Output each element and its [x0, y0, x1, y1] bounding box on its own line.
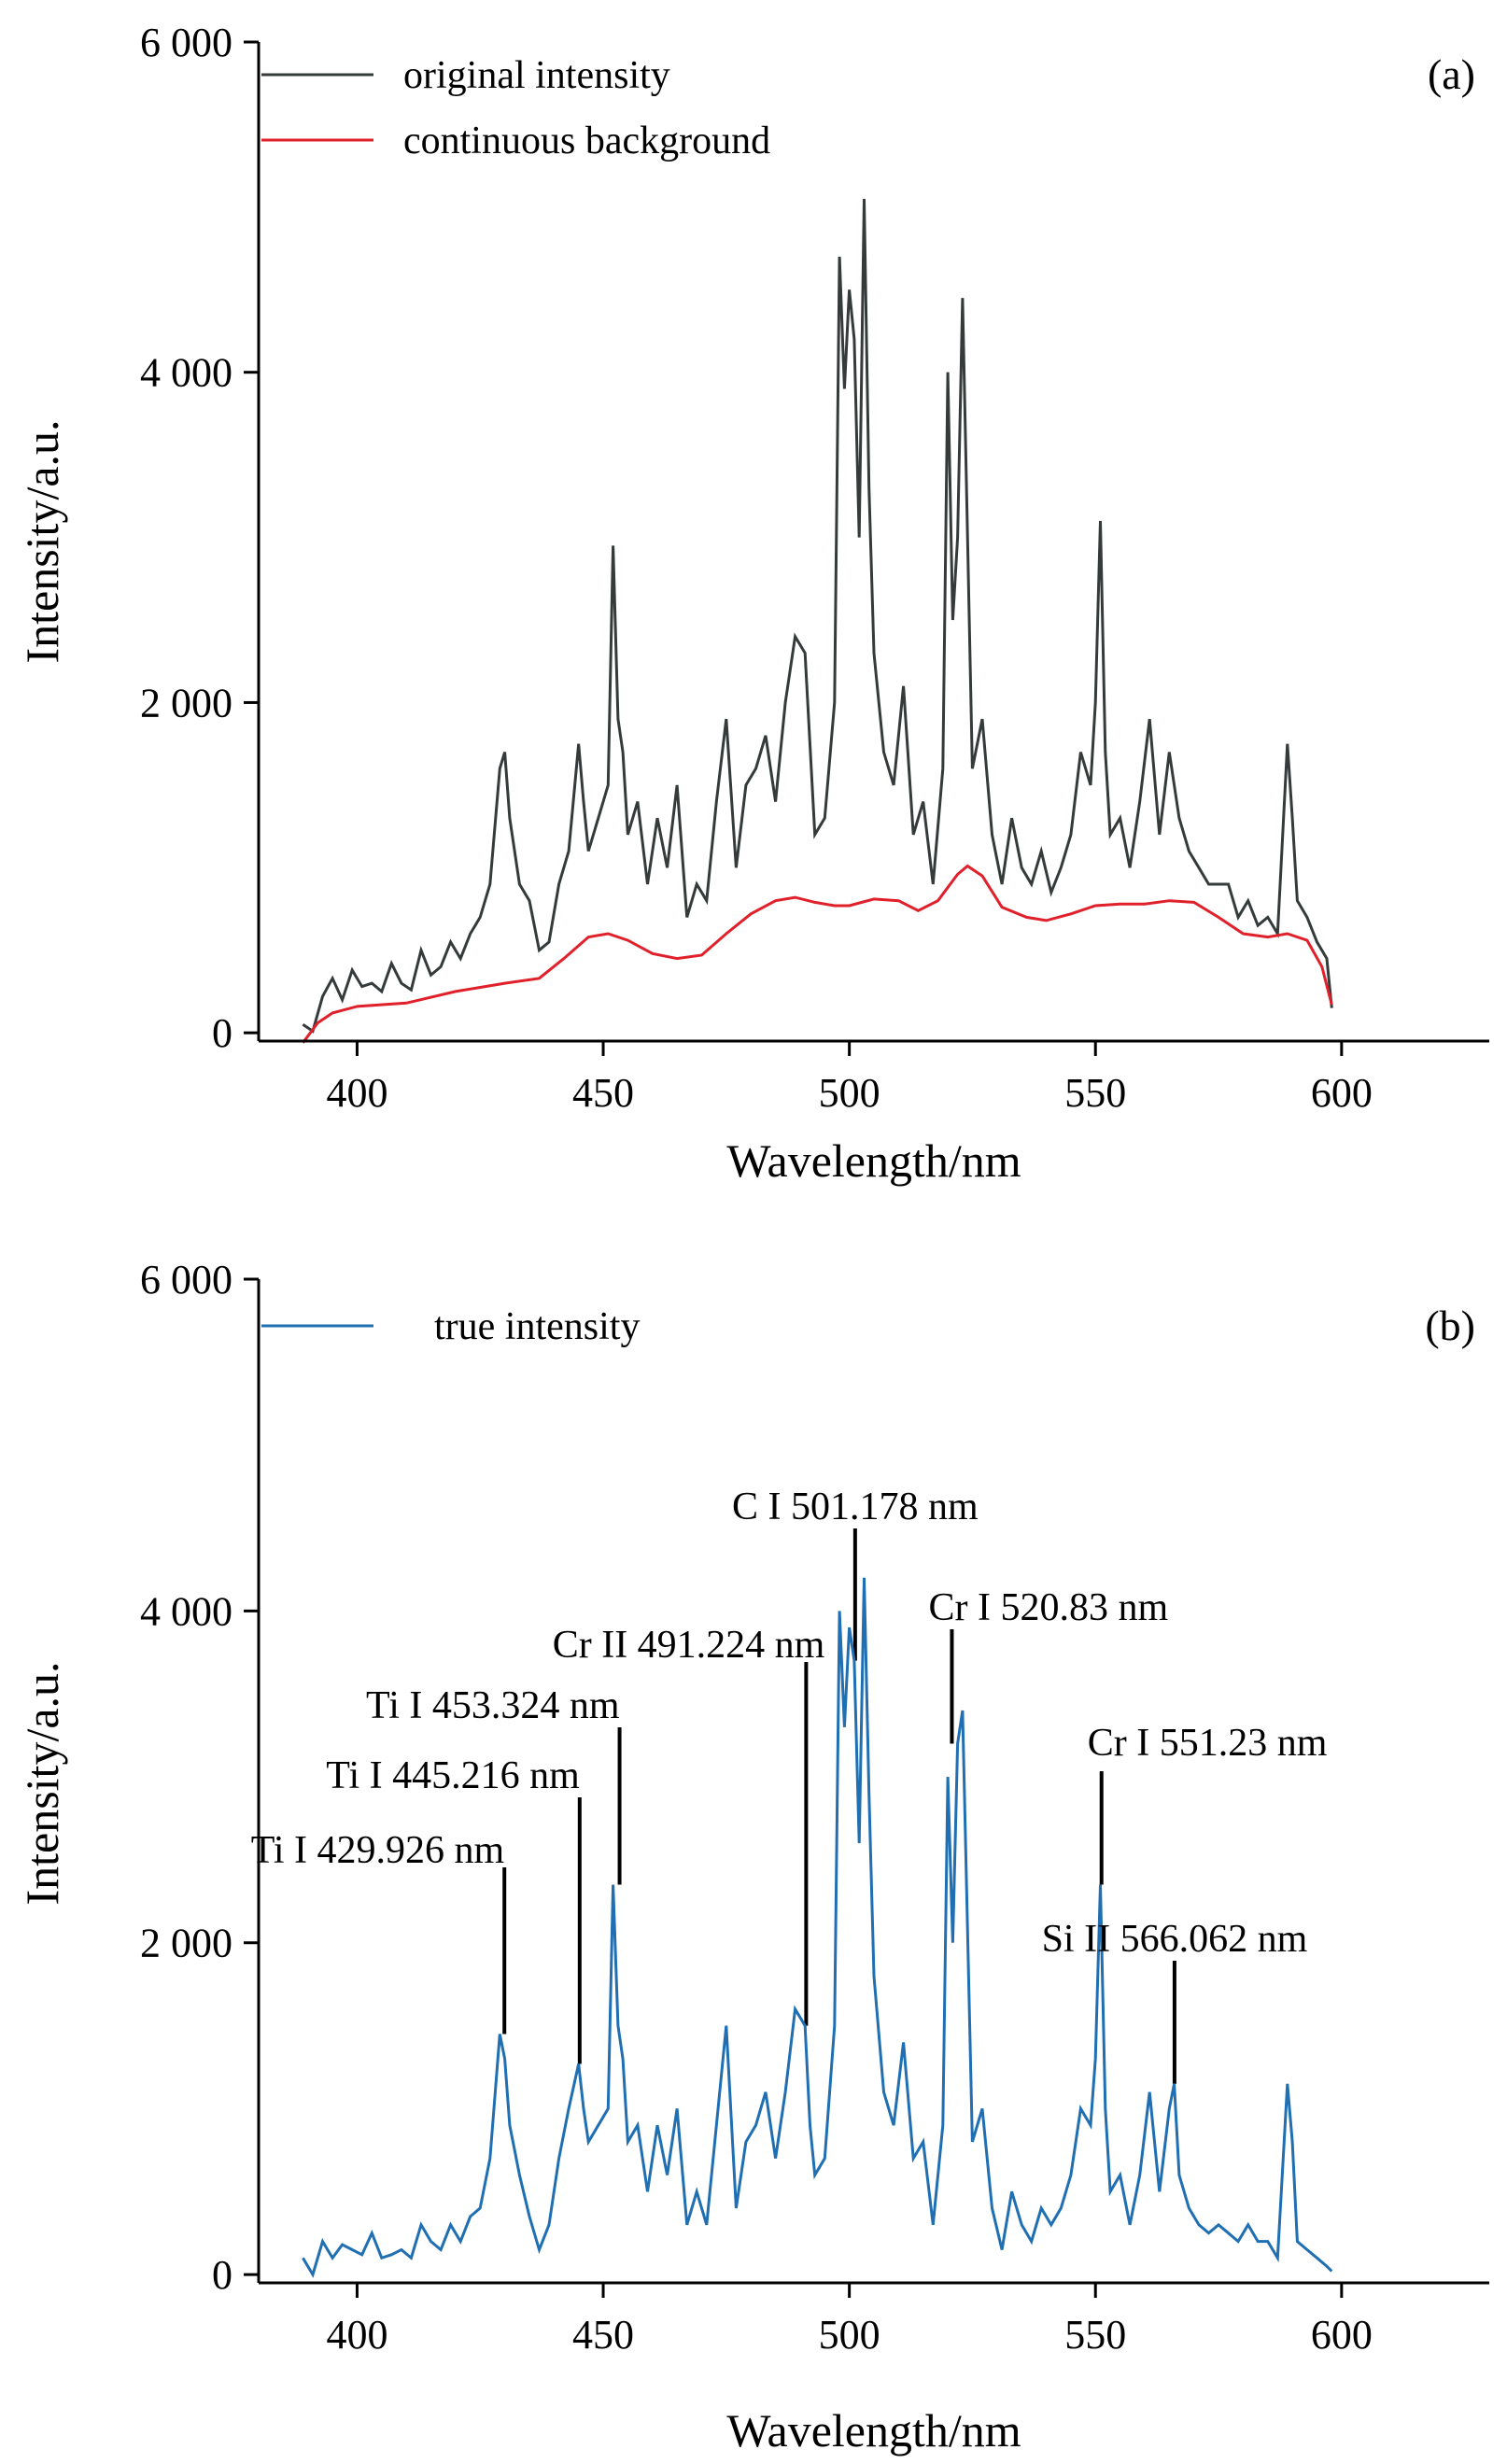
panel-b-x-tick-label: 500: [819, 2312, 880, 2358]
panel-a-y-tick-label: 2 000: [140, 680, 232, 725]
panel-b-y-tick-label: 4 000: [140, 1588, 232, 1634]
annotation-label: Ti I 453.324 nm: [366, 1684, 620, 1727]
panel-a-label: (a): [1428, 50, 1475, 98]
panel-a-x-tick-label: 550: [1064, 1070, 1126, 1116]
panel-b-x-tick-label: 400: [326, 2312, 387, 2358]
panel-a-x-tick-label: 600: [1311, 1070, 1373, 1116]
panel-a-y-tick-label: 4 000: [140, 350, 232, 396]
panel-a-y-tick-label: 0: [212, 1010, 232, 1056]
panel-a-x-tick-label: 500: [819, 1070, 880, 1116]
panel-a-y-ticks: 0 2 000 4 000 6 000: [140, 20, 259, 1056]
panel-b-label: (b): [1425, 1302, 1475, 1349]
panel-a: 0 2 000 4 000 6 000 400 450 500 550 600 origina…: [16, 20, 1489, 1187]
panel-b-annotation-leaders: [502, 1528, 1176, 2084]
panel-b-x-tick-label: 600: [1311, 2312, 1373, 2358]
panel-a-plot-area: [302, 198, 1333, 1044]
annotation-label: Si II 566.062 nm: [1042, 1918, 1308, 1961]
panel-b-x-tick-label: 450: [572, 2312, 634, 2358]
panel-b-annotation-labels: Ti I 429.926 nm Ti I 445.216 nm Ti I 453.3…: [251, 1485, 1328, 1961]
panel-b-x-axis-title: Wavelength/nm: [726, 2404, 1021, 2457]
panel-b-y-ticks: 0 2 000 4 000 6 000: [140, 1257, 259, 2298]
panel-b-x-tick-label: 550: [1064, 2312, 1126, 2358]
panel-a-original-intensity-line: [302, 198, 1333, 1034]
panel-a-y-axis-title: Intensity/a.u.: [16, 419, 68, 663]
panel-b-true-intensity-line: [302, 1577, 1333, 2278]
annotation-label: Ti I 429.926 nm: [251, 1829, 505, 1872]
panel-a-legend: original intensity continuous background: [261, 54, 770, 162]
annotation-label: Cr I 520.83 nm: [928, 1586, 1168, 1629]
panel-a-x-tick-label: 450: [572, 1070, 634, 1116]
panel-a-x-axis-title: Wavelength/nm: [726, 1134, 1021, 1187]
panel-a-continuous-background-line: [302, 864, 1333, 1044]
panel-a-legend-label-original: original intensity: [403, 54, 670, 97]
panel-b-y-tick-label: 2 000: [140, 1921, 232, 1966]
panel-b-x-ticks: 400 450 500 550 600: [326, 2283, 1373, 2358]
panel-a-legend-label-background: continuous background: [403, 120, 770, 162]
panel-b: 0 2 000 4 000 6 000 400 450 500 550 600 Ti I 42…: [16, 1257, 1489, 2457]
panel-b-y-axis-title: Intensity/a.u.: [16, 1661, 68, 1905]
annotation-label: Cr II 491.224 nm: [553, 1624, 825, 1667]
panel-b-plot-area: [302, 1577, 1333, 2278]
panel-b-legend: true intensity: [261, 1305, 640, 1348]
annotation-label: Cr I 551.23 nm: [1088, 1722, 1328, 1765]
panel-b-y-tick-label: 6 000: [140, 1257, 232, 1302]
annotation-label: C I 501.178 nm: [732, 1485, 979, 1528]
panel-b-legend-label-true: true intensity: [434, 1305, 640, 1348]
panel-b-y-tick-label: 0: [212, 2252, 232, 2298]
panel-a-x-tick-label: 400: [326, 1070, 387, 1116]
annotation-label: Ti I 445.216 nm: [326, 1754, 580, 1797]
panel-a-x-ticks: 400 450 500 550 600: [326, 1041, 1373, 1116]
panel-a-y-tick-label: 6 000: [140, 20, 232, 65]
